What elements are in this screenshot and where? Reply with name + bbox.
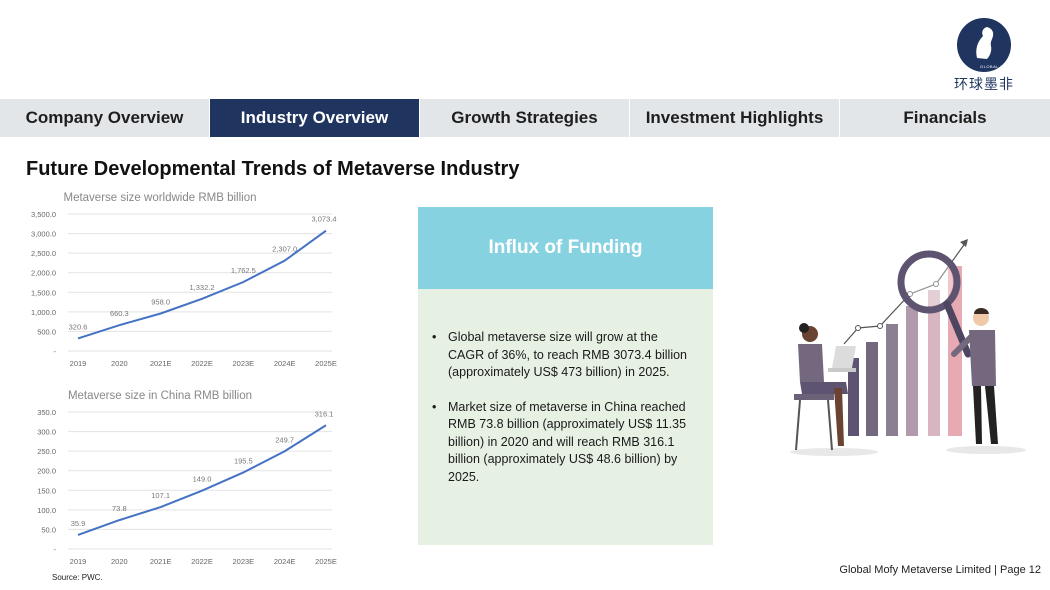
chart-china-data-label: 149.0 — [193, 475, 212, 484]
chart-worldwide-data-label: 3,073.4 — [311, 215, 336, 224]
chart-worldwide-ytick-label: 3,000.0 — [31, 230, 56, 239]
chart-worldwide-xtick-label: 2023E — [232, 359, 254, 368]
chart-worldwide-ytick-label: 1,000.0 — [31, 308, 56, 317]
funding-bullet-text: Market size of metaverse in China reache… — [448, 399, 687, 484]
chart-worldwide-ytick-label: 3,500.0 — [31, 210, 56, 219]
chart-worldwide-title: Metaverse size worldwide RMB billion — [63, 192, 256, 204]
chart-china-svg: Metaverse size in China RMB billion - 50.0… — [37, 390, 337, 566]
chart-china-ytick-label: 300.0 — [37, 428, 56, 437]
tab-company-overview[interactable]: Company Overview — [0, 99, 210, 137]
bullet-dot-icon: • — [432, 399, 437, 414]
chart-china-xtick-label: 2020 — [111, 557, 128, 566]
chart-china-data-label: 107.1 — [151, 491, 170, 500]
tab-financials[interactable]: Financials — [840, 99, 1050, 137]
chart-china-ytick-label: 200.0 — [37, 467, 56, 476]
chart-china-ytick-label: 50.0 — [41, 525, 56, 534]
section-nav: Company Overview Industry Overview Growt… — [0, 99, 1050, 137]
page-title: Future Developmental Trends of Metaverse… — [26, 158, 520, 180]
chart-china-data-label: 316.1 — [315, 409, 334, 418]
chart-china-ytick-label: - — [54, 545, 57, 554]
chart-china-title: Metaverse size in China RMB billion — [68, 390, 252, 402]
chart-china-xtick-label: 2024E — [274, 557, 296, 566]
chart-worldwide-ytick-label: 1,500.0 — [31, 288, 56, 297]
chart-worldwide-xtick-label: 2024E — [274, 359, 296, 368]
page-footer: Global Mofy Metaverse Limited | Page 12 — [839, 564, 1041, 576]
chart-china-ytick-label: 350.0 — [37, 408, 56, 417]
chart-china-ytick-label: 100.0 — [37, 506, 56, 515]
chart-worldwide-svg: Metaverse size worldwide RMB billion - 500… — [31, 192, 337, 368]
chart-china-xtick-label: 2019 — [70, 557, 87, 566]
chart-worldwide-data-label: 2,307.0 — [272, 245, 297, 254]
funding-bullet-text: Global metaverse size will grow at the C… — [448, 330, 688, 379]
chart-worldwide: Metaverse size worldwide RMB billion - 500… — [20, 186, 340, 376]
chart-china-xtick-label: 2022E — [191, 557, 213, 566]
chart-worldwide-data-label: 660.3 — [110, 309, 129, 318]
chart-china-xtick-label: 2021E — [150, 557, 172, 566]
tab-growth-strategies[interactable]: Growth Strategies — [420, 99, 630, 137]
chart-worldwide-data-label: 1,332.2 — [189, 283, 214, 292]
chart-china-series-line — [77, 424, 327, 536]
chart-worldwide-data-label: 320.6 — [69, 322, 88, 331]
chart-worldwide-ytick-label: 500.0 — [37, 327, 56, 336]
chart-china-ytick-label: 150.0 — [37, 486, 56, 495]
funding-body: • Global metaverse size will grow at the… — [418, 289, 713, 545]
chart-worldwide-xtick-label: 2020 — [111, 359, 128, 368]
funding-bullet: • Market size of metaverse in China reac… — [432, 399, 691, 487]
logo-emblem: GLOBAL MOFY — [957, 18, 1014, 72]
chart-china-xtick-label: 2023E — [232, 557, 254, 566]
chart-worldwide-data-label: 958.0 — [151, 298, 170, 307]
chart-worldwide-xtick-label: 2025E — [315, 359, 337, 368]
analytics-illustration — [790, 239, 1026, 456]
chart-china-data-label: 73.8 — [112, 504, 127, 513]
chart-worldwide-xtick-label: 2022E — [191, 359, 213, 368]
chart-china-data-label: 249.7 — [275, 435, 294, 444]
funding-title: Influx of Funding — [488, 237, 643, 258]
funding-bullet: • Global metaverse size will grow at the… — [432, 329, 691, 382]
chart-worldwide-xtick-label: 2021E — [150, 359, 172, 368]
chart-worldwide-ytick-label: 2,500.0 — [31, 249, 56, 258]
source-note: Source: PWC. — [52, 573, 103, 582]
chart-china-xtick-label: 2025E — [315, 557, 337, 566]
logo-subtext: GLOBAL MOFY — [979, 64, 1015, 69]
tab-industry-overview[interactable]: Industry Overview — [210, 99, 420, 137]
funding-header: Influx of Funding — [418, 207, 713, 289]
chart-worldwide-ytick-label: - — [54, 347, 57, 356]
chart-worldwide-xtick-label: 2019 — [70, 359, 87, 368]
chart-china: Metaverse size in China RMB billion - 50.0… — [20, 384, 340, 574]
chart-china-data-label: 195.5 — [234, 456, 253, 465]
logo-chinese-name: 环球墨非 — [954, 77, 1014, 93]
chart-worldwide-series-line — [77, 229, 327, 340]
bullet-dot-icon: • — [432, 330, 437, 344]
company-logo: GLOBAL MOFY 环球墨非 — [944, 16, 1024, 93]
chart-worldwide-data-label: 1,762.5 — [231, 266, 256, 275]
chart-china-ytick-label: 250.0 — [37, 447, 56, 456]
chart-china-data-label: 35.9 — [71, 519, 86, 528]
chart-worldwide-ytick-label: 2,000.0 — [31, 269, 56, 278]
tab-investment-highlights[interactable]: Investment Highlights — [630, 99, 840, 137]
